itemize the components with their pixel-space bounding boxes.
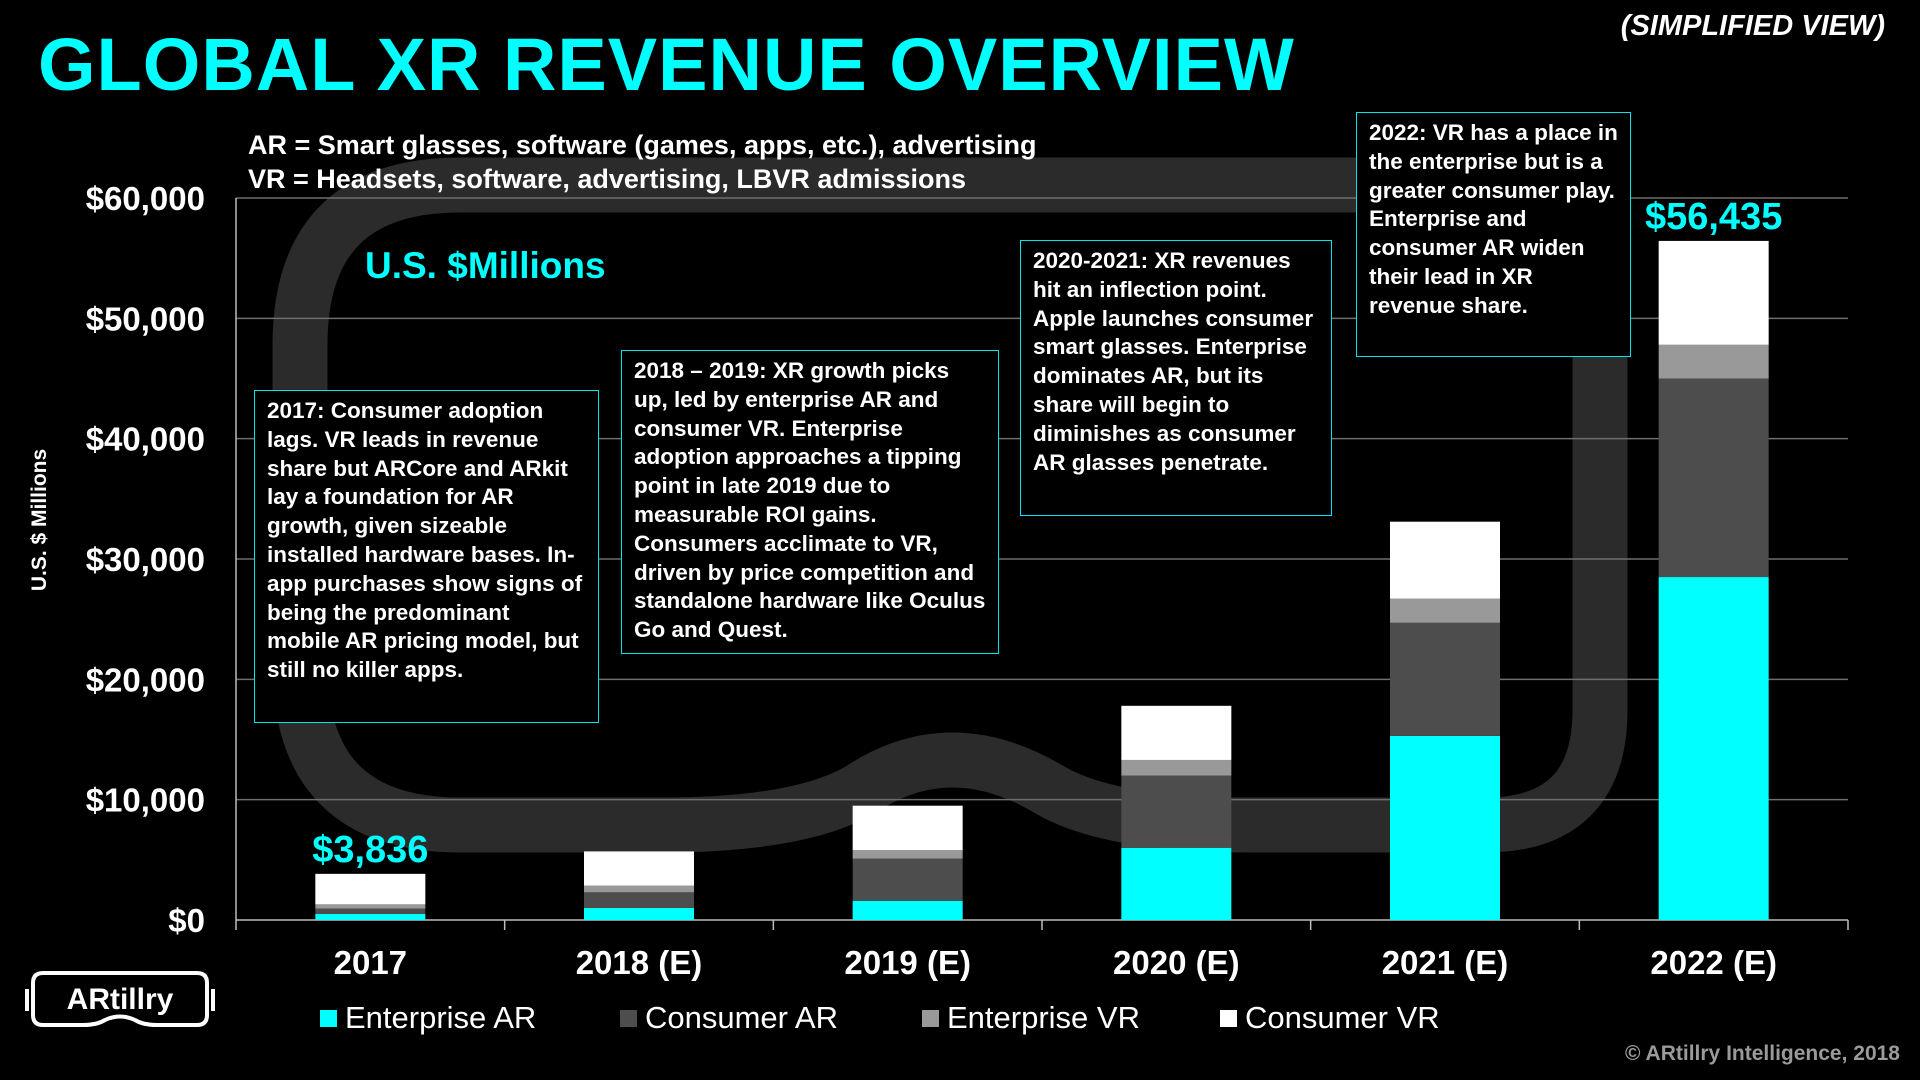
legend-label: Enterprise VR	[947, 1000, 1140, 1035]
legend-label: Consumer VR	[1245, 1000, 1440, 1035]
copyright-notice: © ARtillry Intelligence, 2018	[1625, 1042, 1900, 1065]
legend-item-enterprise-vr: Enterprise VR	[922, 1000, 1140, 1036]
artillry-logo: ARtillry	[25, 971, 215, 1027]
bar-segment-enterprise-ar	[1658, 577, 1769, 920]
bar-segment-consumer-ar	[1121, 775, 1232, 848]
bar-segment-enterprise-vr	[1121, 759, 1232, 776]
y-tick-label: $0	[168, 902, 205, 939]
y-tick-label: $40,000	[86, 421, 205, 458]
legend-label: Enterprise AR	[345, 1000, 537, 1035]
x-tick-label: 2020 (E)	[1113, 944, 1240, 981]
x-tick-labels: 2017 2018 (E) 2019 (E) 2020 (E) 2021 (E) 2022…	[334, 944, 1777, 981]
bar-segment-consumer-vr	[1658, 240, 1769, 345]
bar-segment-consumer-vr	[1390, 521, 1500, 599]
bar-segment-consumer-vr	[852, 805, 963, 851]
legend-item-enterprise-ar: Enterprise AR	[320, 1000, 536, 1036]
bar-segment-enterprise-vr	[584, 885, 694, 893]
y-tick-labels: $0 $10,000 $20,000 $30,000 $40,000 $50,000 $60…	[86, 180, 205, 939]
bar-segment-consumer-ar	[1390, 622, 1500, 736]
bar-segment-enterprise-vr	[1658, 344, 1769, 379]
logo-headset-icon	[31, 971, 209, 1027]
simplified-view-tag: (SIMPLIFIED VIEW)	[1620, 10, 1885, 42]
axes	[235, 198, 1849, 930]
bar-segment-consumer-vr	[584, 851, 694, 886]
bar-segment-consumer-vr	[1121, 705, 1232, 760]
bar-segment-consumer-ar	[1658, 378, 1769, 578]
bar-segment-consumer-ar	[852, 858, 963, 901]
vr-definition: VR = Headsets, software, advertising, LB…	[248, 164, 966, 194]
legend-item-consumer-ar: Consumer AR	[620, 1000, 838, 1036]
bar-segment-enterprise-ar	[584, 907, 694, 920]
total-value-label: $56,435	[1645, 196, 1782, 238]
logo-text: ARtillry	[67, 983, 174, 1016]
legend-swatch	[1220, 1009, 1237, 1027]
legend-swatch	[320, 1009, 337, 1027]
y-tick-label: $20,000	[86, 661, 205, 698]
unit-label: U.S. $Millions	[365, 245, 606, 286]
total-labels: $3,836 $56,435	[312, 196, 1782, 871]
bar-segment-enterprise-vr	[315, 904, 426, 909]
bar-segment-enterprise-vr	[1390, 598, 1500, 623]
y-axis-label: U.S. $ Millions	[28, 448, 51, 592]
legend-swatch	[620, 1009, 637, 1027]
bar-segment-enterprise-ar	[315, 913, 426, 920]
bar-segment-consumer-vr	[315, 873, 426, 905]
bar-segment-consumer-ar	[315, 908, 426, 914]
y-tick-label: $50,000	[86, 300, 205, 337]
page-title: GLOBAL XR REVENUE OVERVIEW	[38, 23, 1295, 106]
bar-segment-enterprise-vr	[852, 850, 963, 859]
bar-segment-enterprise-ar	[1121, 847, 1232, 920]
x-tick-label: 2018 (E)	[576, 944, 703, 981]
bar-segment-enterprise-ar	[852, 900, 963, 920]
total-value-label: $3,836	[312, 829, 428, 871]
bars	[315, 240, 1769, 920]
y-tick-label: $30,000	[86, 541, 205, 578]
legend-item-consumer-vr: Consumer VR	[1220, 1000, 1440, 1036]
x-tick-label: 2019 (E)	[844, 944, 971, 981]
annotation-2022: 2022: VR has a place in the enterprise b…	[1356, 112, 1631, 357]
legend-swatch	[922, 1009, 939, 1027]
x-tick-label: 2017	[334, 944, 407, 981]
bar-segment-enterprise-ar	[1390, 735, 1500, 920]
y-tick-label: $10,000	[86, 782, 205, 819]
annotation-2020-2021: 2020-2021: XR revenues hit an inflection…	[1020, 240, 1332, 516]
x-tick-label: 2022 (E)	[1650, 944, 1777, 981]
annotation-2017: 2017: Consumer adoption lags. VR leads i…	[254, 390, 599, 723]
x-tick-label: 2021 (E)	[1382, 944, 1509, 981]
bar-segment-consumer-ar	[584, 892, 694, 908]
legend-label: Consumer AR	[645, 1000, 838, 1035]
y-tick-label: $60,000	[86, 180, 205, 217]
annotation-2018-2019: 2018 – 2019: XR growth picks up, led by …	[621, 350, 999, 654]
ar-definition: AR = Smart glasses, software (games, app…	[248, 130, 1037, 160]
